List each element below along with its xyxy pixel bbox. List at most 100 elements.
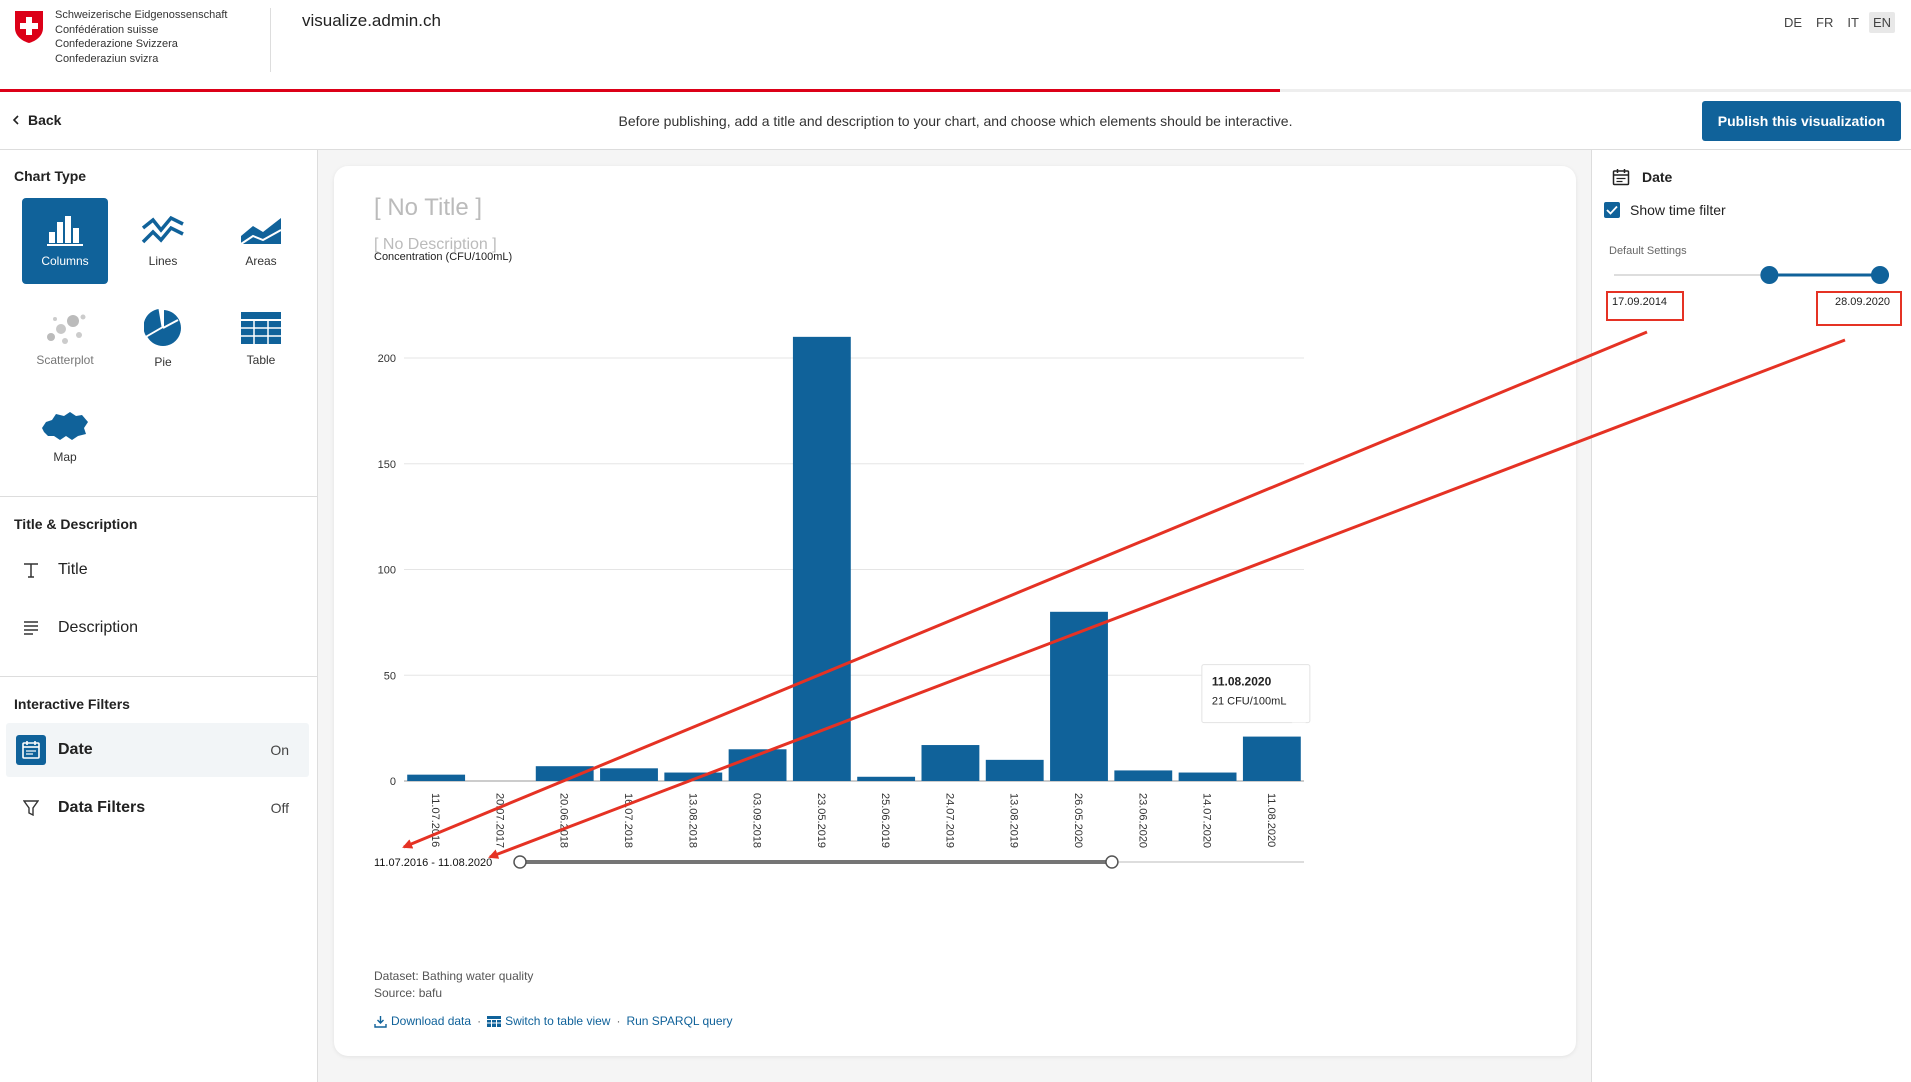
chart-description[interactable]: [ No Description ] <box>374 236 497 253</box>
chart-type-pie[interactable]: Pie <box>120 296 206 382</box>
x-tick-label: 11.07.2016 <box>429 793 441 847</box>
y-tick-label: 50 <box>384 670 396 682</box>
lang-fr[interactable]: FR <box>1816 15 1834 30</box>
tooltip-value: 21 CFU/100mL <box>1212 696 1287 708</box>
default-date-to: 28.09.2020 <box>1835 296 1891 308</box>
right-options-panel: Date Show time filter Default Settings 1… <box>1591 150 1911 1082</box>
gov-name-it: Confederazione Svizzera <box>55 38 178 50</box>
chart-type-title: Chart Type <box>14 168 87 184</box>
progress-bar-fill <box>0 89 1281 92</box>
text-title-icon <box>16 562 46 578</box>
chart-type-label: Map <box>53 450 77 464</box>
chart-title[interactable]: [ No Title ] <box>374 194 483 221</box>
calendar-icon <box>16 735 46 765</box>
bar <box>1178 772 1237 781</box>
switch-table-view-link[interactable]: Switch to table view <box>487 1014 610 1028</box>
gov-name-rm: Confederaziun svizra <box>55 52 159 65</box>
sidebar-item-description-label: Description <box>58 619 139 636</box>
progress-bar <box>0 89 1911 92</box>
checkbox-checked-icon[interactable] <box>1604 202 1620 218</box>
sidebar-item-data-filters-label: Data Filters <box>58 799 146 816</box>
tooltip-pointer <box>1291 722 1306 731</box>
time-brush-handle-end <box>1105 855 1119 869</box>
x-tick-label: 14.07.2020 <box>1201 793 1213 848</box>
time-brush-handle-start <box>513 855 527 869</box>
tooltip-date: 11.08.2020 <box>1212 675 1272 689</box>
chart-type-scatterplot[interactable]: Scatterplot <box>22 296 108 382</box>
chart-type-areas[interactable]: Areas <box>218 198 304 284</box>
sidebar-item-data-filters[interactable]: Data Filters Off <box>6 781 309 835</box>
y-tick-label: 150 <box>378 459 396 471</box>
sidebar-divider <box>0 676 318 677</box>
x-tick-label: 16.07.2018 <box>622 793 634 848</box>
chart-type-map[interactable]: Map <box>22 394 108 480</box>
date-panel-header: Date <box>1612 168 1672 186</box>
gov-name-de: Schweizerische Eidgenossenschaft <box>55 9 228 21</box>
bar <box>600 768 658 781</box>
dataset-info: Dataset: Bathing water quality Source: b… <box>374 968 533 1002</box>
chart-type-columns[interactable]: Columns <box>22 198 108 284</box>
date-filter-state: On <box>270 742 289 758</box>
bar <box>985 759 1044 781</box>
back-button[interactable]: Back <box>12 112 61 128</box>
sidebar-item-date[interactable]: Date On <box>6 723 309 777</box>
run-sparql-label: Run SPARQL query <box>626 1014 733 1028</box>
title-description-section-title: Title & Description <box>14 516 138 532</box>
bar <box>1242 736 1301 781</box>
sidebar-item-description[interactable]: Description <box>6 601 309 655</box>
bar <box>535 766 594 781</box>
filter-funnel-icon <box>16 800 46 816</box>
bar <box>792 336 851 781</box>
table-icon <box>487 1015 502 1027</box>
chart-type-lines[interactable]: Lines <box>120 198 206 284</box>
areas-chart-icon <box>240 218 282 245</box>
site-title[interactable]: visualize.admin.ch <box>302 11 441 30</box>
run-sparql-link[interactable]: Run SPARQL query <box>626 1014 732 1028</box>
chart-type-label: Pie <box>154 355 172 369</box>
slider-handle-start <box>1760 266 1779 284</box>
interactive-filters-section-title: Interactive Filters <box>14 696 130 712</box>
bar <box>1050 611 1108 781</box>
lang-en[interactable]: EN <box>1868 12 1895 33</box>
sidebar-item-date-label: Date <box>58 741 93 758</box>
chart-type-label: Areas <box>245 254 277 268</box>
lines-chart-icon <box>141 215 184 244</box>
annotation-highlight-box-from <box>1606 291 1684 321</box>
bar <box>921 745 980 781</box>
lang-it[interactable]: IT <box>1847 15 1859 30</box>
chart-type-label: Columns <box>41 254 89 268</box>
x-tick-label: 13.08.2018 <box>686 793 698 848</box>
download-icon <box>374 1015 387 1028</box>
x-tick-label: 03.09.2018 <box>751 793 763 848</box>
left-sidebar: Chart Type Columns Lines Areas <box>0 150 318 1082</box>
column-chart: Concentration (CFU/100mL) 0 50 100 150 200 11.… <box>374 251 1311 869</box>
tooltip-box <box>1201 664 1311 724</box>
x-tick-label: 24.07.2019 <box>943 793 955 848</box>
chart-type-label: Lines <box>148 254 178 268</box>
lang-de[interactable]: DE <box>1783 15 1803 30</box>
sidebar-item-title[interactable]: Title <box>6 543 309 597</box>
y-tick-label: 0 <box>390 776 396 788</box>
y-tick-label: 200 <box>378 353 396 365</box>
pie-chart-icon <box>144 309 181 346</box>
x-tick-label: 23.06.2020 <box>1136 793 1148 848</box>
x-tick-label: 20.06.2018 <box>558 793 570 848</box>
text-lines-icon <box>16 621 46 635</box>
swiss-cross-logo[interactable] <box>14 10 44 44</box>
show-time-filter-checkbox[interactable]: Show time filter <box>1604 202 1726 218</box>
download-data-link[interactable]: Download data <box>374 1014 471 1028</box>
bar <box>1114 770 1173 781</box>
x-tick-label: 25.06.2019 <box>879 793 891 848</box>
scatterplot-chart-icon <box>47 314 86 344</box>
chart-type-label: Table <box>246 353 276 367</box>
publish-button[interactable]: Publish this visualization <box>1701 101 1901 141</box>
date-panel-title: Date <box>1642 169 1673 185</box>
chart-type-label: Scatterplot <box>36 353 94 367</box>
government-names: Schweizerische Eidgenossenschaft Confédé… <box>55 8 227 66</box>
link-separator: · <box>616 1014 621 1028</box>
chevron-left-icon <box>12 115 19 125</box>
chart-card: [ No Title ] [ No Description ] Concentr… <box>334 166 1576 1056</box>
site-header: Schweizerische Eidgenossenschaft Confédé… <box>0 0 1911 92</box>
chart-type-table[interactable]: Table <box>218 296 304 382</box>
gov-name-fr: Confédération suisse <box>55 23 159 36</box>
